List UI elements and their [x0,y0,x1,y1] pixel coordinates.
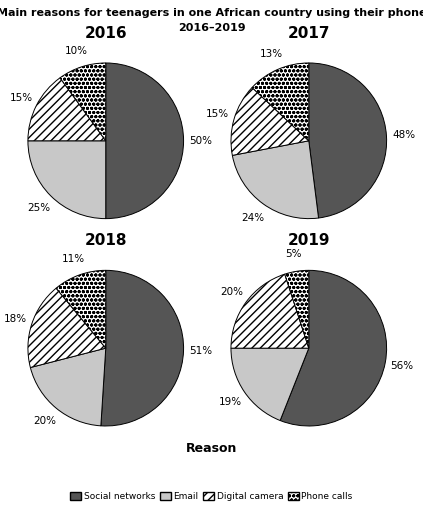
Wedge shape [106,63,184,219]
Wedge shape [28,288,106,368]
Wedge shape [285,270,309,348]
Wedge shape [309,63,387,218]
Text: 20%: 20% [34,416,57,426]
Text: 20%: 20% [220,287,244,297]
Legend: Social networks, Email, Digital camera, Phone calls: Social networks, Email, Digital camera, … [67,488,356,505]
Text: 24%: 24% [242,212,264,223]
Wedge shape [56,270,106,348]
Text: 48%: 48% [392,130,415,140]
Text: 2016–2019: 2016–2019 [178,23,245,33]
Wedge shape [30,348,106,426]
Wedge shape [252,63,309,141]
Wedge shape [60,63,106,141]
Title: 2018: 2018 [85,233,127,248]
Title: 2019: 2019 [288,233,330,248]
Text: Reason: Reason [186,441,237,455]
Text: 18%: 18% [4,314,27,324]
Text: 50%: 50% [189,136,212,146]
Text: 15%: 15% [10,93,33,103]
Text: 56%: 56% [390,361,414,371]
Title: 2017: 2017 [288,26,330,41]
Title: 2016: 2016 [85,26,127,41]
Text: 5%: 5% [286,249,302,260]
Text: 51%: 51% [189,346,212,356]
Wedge shape [280,270,387,426]
Wedge shape [231,274,309,348]
Wedge shape [28,141,106,219]
Text: 19%: 19% [219,396,242,407]
Wedge shape [232,141,319,219]
Text: 15%: 15% [206,109,229,119]
Wedge shape [231,88,309,155]
Text: 13%: 13% [260,49,283,59]
Wedge shape [231,348,309,420]
Text: 25%: 25% [27,203,50,213]
Wedge shape [28,78,106,141]
Text: 10%: 10% [65,46,88,55]
Text: Main reasons for teenagers in one African country using their phone: Main reasons for teenagers in one Africa… [0,8,423,18]
Text: 11%: 11% [62,254,85,264]
Wedge shape [101,270,184,426]
